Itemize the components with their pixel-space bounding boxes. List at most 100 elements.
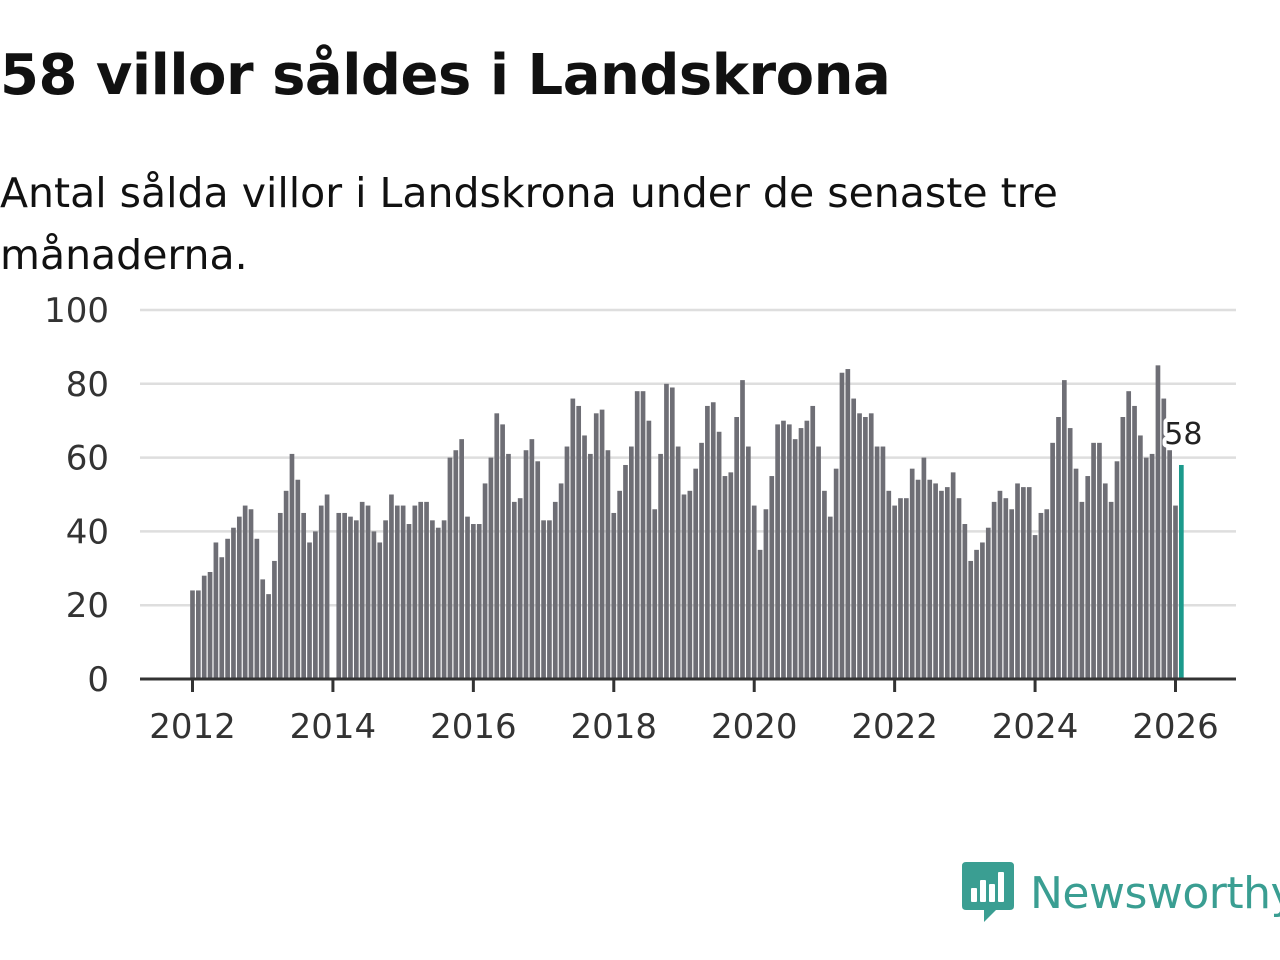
- bar: [541, 520, 546, 679]
- bar: [722, 476, 728, 679]
- bar: [465, 516, 470, 679]
- bar: [751, 505, 757, 679]
- bar: [283, 490, 289, 679]
- bar: [336, 512, 342, 679]
- bar: [1015, 483, 1020, 679]
- bar: [909, 468, 915, 679]
- bar: [494, 413, 500, 679]
- bar: [558, 483, 564, 679]
- bar: [1038, 512, 1044, 679]
- brand-logo: Newsworthy: [962, 862, 1280, 924]
- bar: [985, 527, 991, 679]
- bar: [623, 464, 628, 679]
- bar: [1102, 483, 1108, 679]
- bar: [921, 457, 927, 679]
- bar: [827, 516, 833, 679]
- bar: [658, 453, 663, 679]
- axes: [140, 677, 1236, 692]
- bar: [980, 542, 985, 679]
- bar: [804, 420, 810, 679]
- bar: [810, 405, 816, 679]
- bar: [1067, 428, 1073, 679]
- chart-subtitle: Antal sålda villor i Landskrona under de…: [0, 169, 1058, 279]
- bar: [839, 372, 845, 679]
- chart-title: 58 villor såldes i Landskrona: [0, 43, 891, 108]
- labels: 0 20 40 60 80 100 2012 2014 2016 2018 2020 2022 2024…: [44, 291, 1219, 747]
- bar: [792, 439, 798, 679]
- bar: [1108, 501, 1114, 679]
- bar: [517, 498, 523, 679]
- bar: [430, 520, 435, 679]
- bar: [236, 516, 242, 679]
- bar: [944, 487, 950, 679]
- bar: [588, 453, 593, 679]
- bar: [863, 417, 868, 679]
- bar: [1149, 453, 1155, 679]
- bar: [1085, 476, 1091, 679]
- bar: [301, 512, 307, 679]
- bar: [225, 538, 230, 679]
- bar: [898, 498, 903, 679]
- bar: [447, 457, 453, 679]
- bar: [500, 424, 505, 679]
- bar: [295, 479, 301, 679]
- bar: [529, 439, 535, 679]
- bar: [705, 405, 710, 679]
- bar: [242, 505, 248, 679]
- x-tick-label: 2020: [711, 707, 798, 747]
- bar: [699, 442, 704, 679]
- bar: [652, 509, 658, 679]
- bar: [1009, 509, 1015, 679]
- bar: [740, 380, 745, 679]
- bar: [675, 446, 681, 679]
- bar: [313, 531, 318, 679]
- bar: [763, 509, 769, 679]
- bar: [353, 520, 359, 679]
- brand-name: Newsworthy: [1030, 867, 1280, 919]
- bar: [605, 450, 611, 679]
- bar: [1003, 498, 1009, 679]
- bar: [687, 490, 693, 679]
- x-tick-label: 2026: [1132, 707, 1219, 747]
- bar: [886, 490, 892, 679]
- bar: [1050, 442, 1055, 679]
- bar: [482, 483, 488, 679]
- x-tick-label: 2014: [290, 707, 377, 747]
- bar: [318, 505, 324, 679]
- bar: [1097, 442, 1102, 679]
- bar: [471, 524, 476, 679]
- bar-chart: 0 20 40 60 80 100 2012 2014 2016 2018 2020 2022 2024…: [44, 291, 1236, 747]
- bar: [272, 560, 277, 679]
- bar: [424, 501, 429, 679]
- bar: [816, 446, 821, 679]
- bar: [1173, 505, 1178, 679]
- bar: [956, 498, 962, 679]
- bar: [523, 450, 529, 679]
- bar: [874, 446, 880, 679]
- bar: [1132, 405, 1137, 679]
- bar: [822, 490, 827, 679]
- bar: [939, 490, 944, 679]
- bar: [201, 575, 207, 679]
- bar: [669, 387, 675, 679]
- bar: [412, 505, 418, 679]
- bar: [207, 571, 213, 679]
- bar: [383, 520, 388, 679]
- bar: [371, 531, 377, 679]
- bar: [833, 468, 839, 679]
- bar: [342, 512, 347, 679]
- bar: [1161, 398, 1167, 679]
- x-tick-label: 2024: [992, 707, 1079, 747]
- bar: [851, 398, 857, 679]
- x-tick-label: 2016: [430, 707, 517, 747]
- bar: [453, 450, 459, 679]
- bar: [634, 391, 640, 679]
- bar: [757, 549, 763, 679]
- bar: [968, 560, 974, 679]
- bar: [406, 524, 412, 679]
- bar: [552, 501, 558, 679]
- bars: [190, 365, 1184, 679]
- bar: [1167, 450, 1172, 679]
- bar: [1061, 380, 1067, 679]
- bar: [664, 383, 669, 679]
